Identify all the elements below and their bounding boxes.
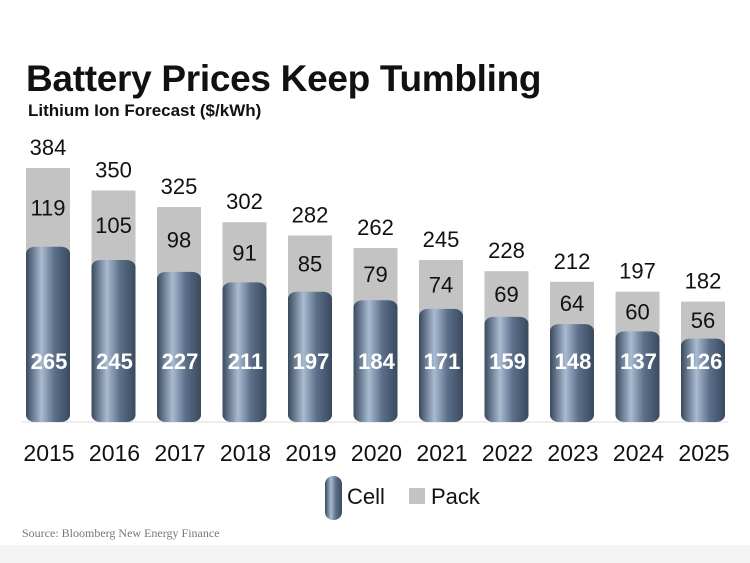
- tick-label-2019: 2019: [285, 440, 336, 466]
- bar-pack-2015: [26, 168, 70, 257]
- label-total-2015: 384: [30, 135, 67, 160]
- chart-title: Battery Prices Keep Tumbling: [26, 58, 542, 99]
- label-cell-2019: 197: [293, 349, 330, 374]
- label-total-2023: 212: [554, 249, 591, 274]
- tick-label-2024: 2024: [613, 440, 664, 466]
- tick-label-2018: 2018: [220, 440, 271, 466]
- label-pack-2021: 74: [429, 272, 453, 297]
- label-cell-2022: 159: [489, 349, 526, 374]
- tick-label-2015: 2015: [23, 440, 74, 466]
- bar-cell-2016: [91, 259, 136, 422]
- label-pack-2015: 119: [30, 195, 65, 220]
- legend-pack-label: Pack: [431, 484, 481, 509]
- bar-cell-2019: [288, 291, 332, 422]
- tick-label-2020: 2020: [351, 440, 402, 466]
- legend: Cell Pack: [325, 476, 481, 520]
- tick-label-2022: 2022: [482, 440, 533, 466]
- label-cell-2025: 126: [686, 349, 723, 374]
- label-cell-2015: 265: [31, 349, 68, 374]
- bar-pack-2020: [353, 248, 398, 311]
- label-pack-2018: 91: [232, 240, 256, 265]
- bar-pack-2017: [157, 207, 201, 282]
- bottom-band: [0, 545, 750, 563]
- bar-pack-2018: [222, 222, 267, 293]
- label-total-2020: 262: [357, 215, 394, 240]
- bars-layer: 119 265 384 2015 105 245 350 2016 98 227 325 2017 91…: [23, 135, 729, 466]
- bar-cell-2018: [222, 282, 267, 422]
- label-pack-2022: 69: [494, 282, 518, 307]
- label-pack-2020: 79: [363, 262, 387, 287]
- bar-cell-2017: [157, 271, 201, 422]
- chart-subtitle: Lithium Ion Forecast ($/kWh): [28, 101, 262, 120]
- label-pack-2016: 105: [95, 213, 132, 238]
- label-total-2019: 282: [292, 202, 329, 227]
- source-note: Source: Bloomberg New Energy Finance: [22, 526, 220, 540]
- bar-cell-2023: [550, 324, 594, 422]
- label-total-2024: 197: [619, 259, 656, 284]
- bar-cell-2021: [419, 308, 463, 422]
- tick-label-2016: 2016: [89, 440, 140, 466]
- legend-pack-swatch: [409, 488, 425, 504]
- label-cell-2017: 227: [162, 349, 199, 374]
- label-pack-2019: 85: [298, 252, 322, 277]
- legend-cell-swatch: [325, 476, 342, 520]
- label-total-2016: 350: [95, 157, 132, 182]
- tick-label-2021: 2021: [416, 440, 467, 466]
- label-cell-2016: 245: [96, 349, 133, 374]
- label-cell-2020: 184: [358, 349, 395, 374]
- label-total-2022: 228: [488, 238, 525, 263]
- bar-cell-2024: [615, 331, 660, 422]
- bar-cell-2022: [484, 316, 529, 422]
- label-pack-2023: 64: [560, 291, 584, 316]
- legend-cell-label: Cell: [347, 484, 385, 509]
- label-pack-2017: 98: [167, 227, 191, 252]
- tick-label-2023: 2023: [547, 440, 598, 466]
- bar-cell-2015: [26, 246, 70, 422]
- tick-label-2017: 2017: [154, 440, 205, 466]
- label-cell-2023: 148: [555, 349, 592, 374]
- label-pack-2024: 60: [625, 300, 649, 325]
- bar-pack-2019: [288, 235, 332, 302]
- bar-cell-2025: [681, 338, 725, 422]
- label-total-2017: 325: [161, 174, 198, 199]
- label-total-2021: 245: [423, 227, 460, 252]
- label-cell-2021: 171: [424, 349, 461, 374]
- label-cell-2024: 137: [620, 349, 657, 374]
- bar-pack-2016: [91, 190, 136, 270]
- label-total-2018: 302: [226, 189, 263, 214]
- label-total-2025: 182: [685, 269, 722, 294]
- label-cell-2018: 211: [228, 349, 264, 374]
- bar-cell-2020: [353, 300, 398, 422]
- tick-label-2025: 2025: [678, 440, 729, 466]
- label-pack-2025: 56: [691, 308, 715, 333]
